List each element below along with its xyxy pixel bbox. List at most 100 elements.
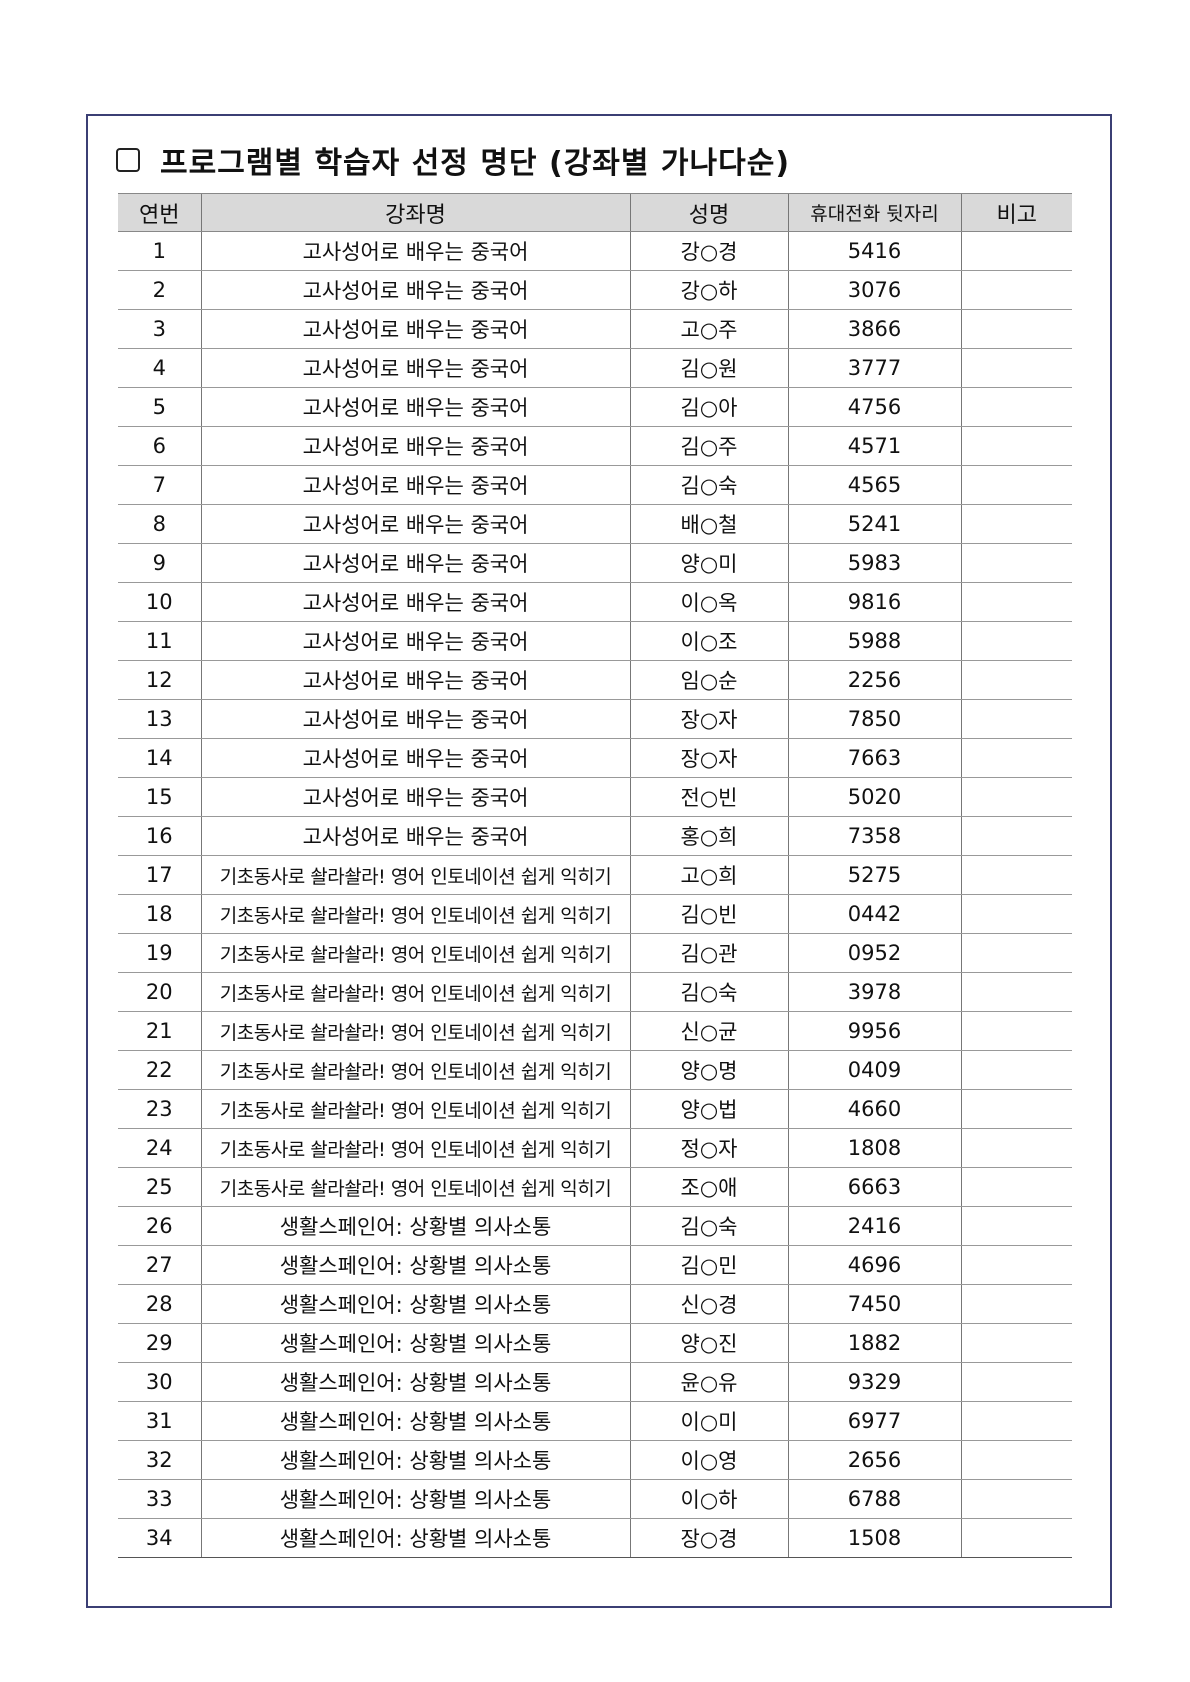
cell-no: 14: [118, 738, 201, 778]
cell-name: 윤○유: [629, 1362, 788, 1402]
cell-phone: 9956: [787, 1011, 961, 1051]
cell-phone: 7850: [787, 699, 961, 739]
cell-no: 28: [118, 1284, 201, 1324]
cell-no: 9: [118, 543, 201, 583]
cell-note: [960, 1518, 1072, 1558]
cell-name: 조○애: [629, 1167, 788, 1207]
cell-note: [960, 855, 1072, 895]
cell-no: 1: [118, 231, 201, 271]
cell-no: 8: [118, 504, 201, 544]
cell-note: [960, 1050, 1072, 1090]
cell-phone: 4565: [787, 465, 961, 505]
cell-name: 김○관: [629, 933, 788, 973]
table-row: 7 고사성어로 배우는 중국어 김○숙 4565: [118, 465, 1072, 505]
cell-name: 배○철: [629, 504, 788, 544]
cell-no: 19: [118, 933, 201, 973]
cell-course: 기초동사로 솰라솰라! 영어 인토네이션 쉽게 익히기: [200, 894, 630, 934]
cell-name: 김○아: [629, 387, 788, 427]
cell-phone: 1808: [787, 1128, 961, 1168]
cell-phone: 2656: [787, 1440, 961, 1480]
table-row: 17 기초동사로 솰라솰라! 영어 인토네이션 쉽게 익히기 고○희 5275: [118, 855, 1072, 895]
page-frame: [86, 114, 1112, 1608]
cell-course: 기초동사로 솰라솰라! 영어 인토네이션 쉽게 익히기: [200, 1050, 630, 1090]
cell-phone: 6977: [787, 1401, 961, 1441]
cell-course: 생활스페인어: 상황별 의사소통: [200, 1440, 630, 1480]
cell-name: 신○균: [629, 1011, 788, 1051]
cell-no: 12: [118, 660, 201, 700]
table-row: 29 생활스페인어: 상황별 의사소통 양○진 1882: [118, 1323, 1072, 1363]
table-row: 25 기초동사로 솰라솰라! 영어 인토네이션 쉽게 익히기 조○애 6663: [118, 1167, 1072, 1207]
cell-phone: 4660: [787, 1089, 961, 1129]
cell-course: 기초동사로 솰라솰라! 영어 인토네이션 쉽게 익히기: [200, 855, 630, 895]
cell-note: [960, 660, 1072, 700]
table-row: 34 생활스페인어: 상황별 의사소통 장○경 1508: [118, 1518, 1072, 1558]
cell-no: 34: [118, 1518, 201, 1558]
cell-note: [960, 1011, 1072, 1051]
cell-note: [960, 1245, 1072, 1285]
header-no: 연번: [118, 193, 201, 232]
cell-note: [960, 1089, 1072, 1129]
table-row: 27 생활스페인어: 상황별 의사소통 김○민 4696: [118, 1245, 1072, 1285]
cell-no: 17: [118, 855, 201, 895]
table-row: 11 고사성어로 배우는 중국어 이○조 5988: [118, 621, 1072, 661]
cell-phone: 2256: [787, 660, 961, 700]
cell-phone: 4756: [787, 387, 961, 427]
cell-name: 정○자: [629, 1128, 788, 1168]
cell-phone: 1882: [787, 1323, 961, 1363]
cell-course: 고사성어로 배우는 중국어: [200, 738, 630, 778]
cell-course: 기초동사로 솰라솰라! 영어 인토네이션 쉽게 익히기: [200, 1167, 630, 1207]
cell-name: 고○주: [629, 309, 788, 349]
cell-name: 양○미: [629, 543, 788, 583]
cell-name: 전○빈: [629, 777, 788, 817]
header-course: 강좌명: [200, 193, 630, 232]
cell-phone: 3777: [787, 348, 961, 388]
header-note: 비고: [960, 193, 1072, 232]
cell-name: 이○옥: [629, 582, 788, 622]
cell-no: 20: [118, 972, 201, 1012]
cell-no: 10: [118, 582, 201, 622]
cell-name: 이○하: [629, 1479, 788, 1519]
cell-phone: 9816: [787, 582, 961, 622]
table-row: 30 생활스페인어: 상황별 의사소통 윤○유 9329: [118, 1362, 1072, 1402]
page-title: 프로그램별 학습자 선정 명단 (강좌별 가나다순): [160, 146, 791, 181]
cell-note: [960, 309, 1072, 349]
cell-phone: 9329: [787, 1362, 961, 1402]
cell-name: 김○원: [629, 348, 788, 388]
cell-name: 장○자: [629, 738, 788, 778]
table-row: 6 고사성어로 배우는 중국어 김○주 4571: [118, 426, 1072, 466]
cell-course: 생활스페인어: 상황별 의사소통: [200, 1518, 630, 1558]
cell-name: 김○민: [629, 1245, 788, 1285]
cell-course: 고사성어로 배우는 중국어: [200, 231, 630, 271]
cell-name: 양○법: [629, 1089, 788, 1129]
table-row: 8 고사성어로 배우는 중국어 배○철 5241: [118, 504, 1072, 544]
cell-course: 고사성어로 배우는 중국어: [200, 699, 630, 739]
cell-phone: 0952: [787, 933, 961, 973]
cell-course: 고사성어로 배우는 중국어: [200, 387, 630, 427]
cell-course: 고사성어로 배우는 중국어: [200, 660, 630, 700]
table-header-row: 연번 강좌명 성명 휴대전화 뒷자리 비고: [118, 193, 1072, 232]
table-row: 18 기초동사로 솰라솰라! 영어 인토네이션 쉽게 익히기 김○빈 0442: [118, 894, 1072, 934]
table-row: 10 고사성어로 배우는 중국어 이○옥 9816: [118, 582, 1072, 622]
cell-note: [960, 1284, 1072, 1324]
table-row: 3 고사성어로 배우는 중국어 고○주 3866: [118, 309, 1072, 349]
table-row: 33 생활스페인어: 상황별 의사소통 이○하 6788: [118, 1479, 1072, 1519]
table-row: 13 고사성어로 배우는 중국어 장○자 7850: [118, 699, 1072, 739]
cell-phone: 3076: [787, 270, 961, 310]
cell-course: 고사성어로 배우는 중국어: [200, 816, 630, 856]
cell-course: 기초동사로 솰라솰라! 영어 인토네이션 쉽게 익히기: [200, 1011, 630, 1051]
cell-no: 4: [118, 348, 201, 388]
table-row: 9 고사성어로 배우는 중국어 양○미 5983: [118, 543, 1072, 583]
cell-course: 생활스페인어: 상황별 의사소통: [200, 1362, 630, 1402]
cell-phone: 5416: [787, 231, 961, 271]
cell-phone: 5988: [787, 621, 961, 661]
cell-name: 양○진: [629, 1323, 788, 1363]
cell-no: 27: [118, 1245, 201, 1285]
cell-no: 25: [118, 1167, 201, 1207]
cell-no: 26: [118, 1206, 201, 1246]
cell-phone: 5983: [787, 543, 961, 583]
cell-no: 22: [118, 1050, 201, 1090]
cell-note: [960, 1128, 1072, 1168]
table-row: 2 고사성어로 배우는 중국어 강○하 3076: [118, 270, 1072, 310]
cell-name: 이○미: [629, 1401, 788, 1441]
cell-note: [960, 894, 1072, 934]
